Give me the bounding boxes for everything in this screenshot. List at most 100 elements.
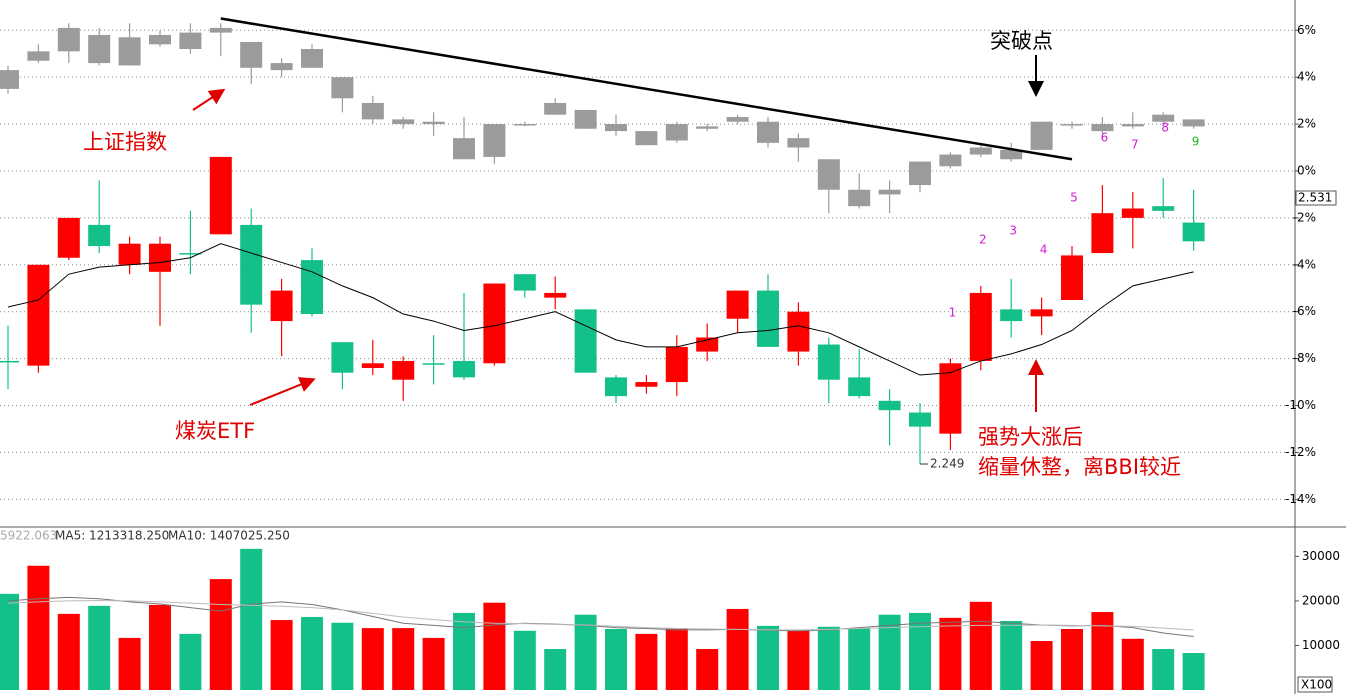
volume-bar [483, 602, 506, 690]
candle-body [483, 283, 506, 364]
y-tick-label: -4% [1293, 257, 1316, 271]
volume-bar [0, 593, 19, 690]
candle-body [696, 126, 719, 129]
annotation: 煤炭ETF [175, 419, 255, 443]
count-label: 1 [949, 306, 957, 320]
volume-bar [939, 617, 962, 690]
y-tick-label: 30000 [1302, 549, 1340, 563]
volume-bar [969, 601, 992, 690]
candle-body [544, 292, 567, 298]
candle-body [118, 243, 141, 265]
volume-bar [88, 605, 111, 690]
volume-bar [209, 579, 232, 690]
candle-body [361, 363, 384, 368]
candle-body [331, 342, 354, 373]
candle-body [118, 37, 141, 66]
candle-body [787, 138, 810, 148]
candle-body [1030, 121, 1053, 150]
volume-bar [1061, 628, 1083, 690]
candle-body [787, 311, 810, 352]
y-tick-label: 2% [1297, 117, 1316, 131]
candle-body [0, 360, 19, 363]
annotation: 缩量休整，离BBI较近 [978, 455, 1181, 479]
candle-body [1182, 119, 1205, 127]
count-label: 3 [1009, 224, 1017, 238]
candle-body [1061, 255, 1083, 300]
volume-bar [817, 626, 840, 690]
candle-body [240, 41, 263, 68]
candle-body [665, 346, 688, 383]
volume-header: MA10: 1407025.250 [168, 529, 290, 543]
unit-label: X100 [1301, 678, 1332, 692]
candle-body [1182, 222, 1205, 242]
candle-body [453, 138, 475, 160]
y-tick-label: -2% [1293, 210, 1316, 224]
candle-body [909, 412, 931, 427]
candle-body [574, 109, 597, 129]
candle-body [939, 363, 962, 434]
y-tick-label: -8% [1293, 351, 1316, 365]
volume-bar [635, 633, 658, 690]
candle-body [544, 102, 567, 115]
candle-body [909, 161, 931, 186]
arrow [192, 88, 226, 111]
candle-body [848, 377, 871, 397]
volume-header: MA5: 1213318.250 [55, 529, 169, 543]
candle-body [149, 243, 171, 272]
volume-bar [1000, 620, 1023, 690]
candle-body [969, 292, 992, 361]
candle-body [848, 189, 871, 207]
candle-body [27, 51, 50, 61]
count-label: 8 [1161, 121, 1169, 135]
candle-body [1000, 149, 1023, 160]
candle-body [27, 264, 50, 366]
volume-bar [757, 625, 779, 690]
volume-bar [270, 620, 293, 690]
volume-bar [1182, 653, 1205, 690]
count-label: 5 [1070, 191, 1078, 205]
candle-body [1121, 208, 1144, 218]
volume-bar [544, 649, 567, 690]
y-tick-label: 0% [1297, 163, 1316, 177]
count-label: 6 [1101, 131, 1109, 145]
volume-bar [726, 608, 749, 690]
candle-body [878, 189, 901, 195]
y-tick-label: 6% [1297, 23, 1316, 37]
candle-body [422, 363, 445, 365]
volume-bar [909, 612, 931, 690]
volume-bar [878, 614, 901, 690]
annotation: 突破点 [990, 29, 1053, 53]
volume-bar [453, 612, 475, 690]
candle-body [1152, 206, 1175, 211]
plot: 6% 4% 2% 0% -2% -4% -6% -8% -10% -12% -14% 1 2 3 4 5 6 7 8… [0, 17, 1340, 690]
candle-body [209, 156, 232, 235]
candle-body [665, 124, 688, 141]
volume-header: 5922.063 [0, 529, 57, 543]
y-tick-label: -12% [1285, 445, 1316, 459]
candle-body [179, 32, 202, 50]
candle-body [513, 124, 536, 126]
y-tick-label: -6% [1293, 304, 1316, 318]
candle-body [301, 260, 323, 315]
ma-line [7, 599, 1194, 631]
candle-body [878, 400, 901, 411]
price-box [1295, 190, 1337, 206]
y-tick-label: 10000 [1302, 638, 1340, 652]
y-tick-label: -14% [1285, 492, 1316, 506]
count-label: 7 [1131, 138, 1139, 152]
candle-body [270, 63, 293, 71]
annotation: 强势大涨后 [978, 425, 1083, 449]
candle-body [969, 147, 992, 155]
candle-body [392, 119, 415, 125]
candle-body [0, 70, 19, 89]
candle-body [331, 77, 354, 99]
unit-box [1297, 676, 1333, 693]
candle-body [605, 377, 627, 397]
candle-body [270, 290, 293, 322]
bbi-line [7, 243, 1194, 376]
y-tick-label: -10% [1285, 398, 1316, 412]
candle-body [635, 131, 658, 146]
candle-body [88, 34, 111, 64]
